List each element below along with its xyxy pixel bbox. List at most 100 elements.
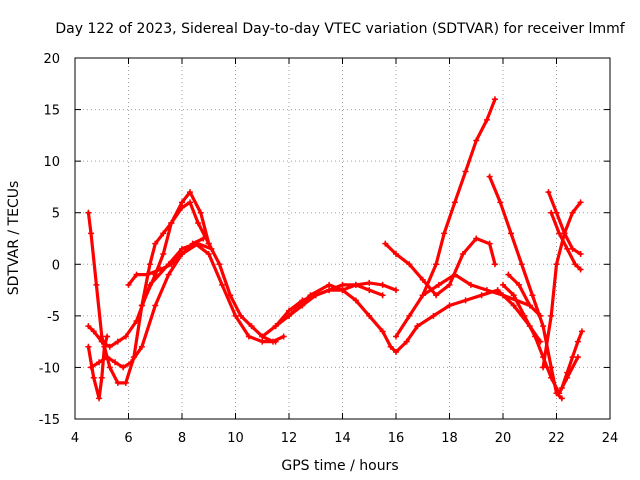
data-point: [435, 281, 442, 288]
series-track-4: [85, 333, 111, 402]
data-point: [104, 333, 111, 340]
data-point: [387, 343, 394, 350]
data-point: [414, 323, 421, 330]
y-tick-label: 5: [52, 207, 60, 222]
data-point: [272, 323, 279, 330]
data-point: [179, 199, 185, 206]
series-line: [541, 200, 583, 369]
data-point: [269, 338, 276, 345]
data-point: [532, 333, 539, 340]
data-point: [168, 220, 175, 227]
data-point: [451, 199, 458, 206]
data-point: [548, 364, 555, 371]
data-point: [548, 374, 555, 381]
data-point: [245, 333, 252, 340]
data-point: [574, 354, 581, 361]
data-point: [406, 261, 413, 268]
x-tick-label: 6: [124, 431, 132, 446]
data-point: [366, 312, 373, 319]
data-point: [441, 230, 448, 237]
data-point: [491, 261, 498, 268]
data-point: [144, 271, 151, 278]
data-point: [572, 261, 579, 268]
data-point: [219, 281, 226, 288]
data-point: [85, 209, 92, 216]
data-point: [510, 302, 517, 309]
data-point: [122, 333, 129, 340]
data-point: [379, 292, 386, 299]
data-point: [187, 189, 194, 196]
x-tick-label: 10: [227, 431, 244, 446]
data-point: [339, 287, 346, 294]
data-point: [467, 281, 474, 288]
data-point: [227, 292, 234, 299]
x-tick-label: 22: [548, 431, 565, 446]
series-track-9: [286, 281, 421, 355]
series-track-2: [85, 240, 279, 350]
data-point: [561, 230, 568, 237]
data-point: [446, 302, 453, 309]
data-point: [545, 189, 552, 196]
chart-title: Day 122 of 2023, Sidereal Day-to-day VTE…: [55, 21, 625, 37]
data-point: [133, 318, 140, 325]
data-point: [553, 209, 560, 216]
data-point: [106, 364, 113, 371]
data-point: [90, 374, 97, 381]
y-axis-ticks: -15 -10 -5 0 5 10 15 20: [39, 52, 610, 428]
data-point: [462, 168, 469, 175]
data-point: [491, 96, 498, 103]
data-point: [187, 199, 194, 206]
data-point: [352, 281, 359, 288]
data-point: [85, 323, 92, 330]
data-point: [85, 343, 92, 350]
data-point: [510, 292, 517, 299]
data-point: [393, 348, 399, 355]
data-point: [569, 245, 576, 252]
data-point: [286, 307, 292, 314]
data-point: [556, 390, 563, 397]
data-point: [98, 374, 105, 381]
data-point: [101, 343, 108, 350]
data-point: [556, 230, 563, 237]
data-point: [403, 338, 410, 345]
data-point: [352, 297, 359, 304]
data-point: [366, 287, 373, 294]
data-point: [569, 354, 576, 361]
data-point: [430, 312, 437, 319]
data-point: [114, 338, 121, 345]
series-track-11: [393, 96, 498, 340]
data-point: [96, 359, 103, 366]
series-line: [86, 242, 278, 349]
data-point: [451, 271, 458, 278]
data-point: [548, 209, 555, 216]
data-point: [537, 312, 544, 319]
data-point: [406, 312, 413, 319]
data-point: [508, 230, 515, 237]
series-track-6: [125, 235, 207, 288]
series-line: [506, 273, 542, 318]
data-point: [574, 338, 581, 345]
y-tick-label: -10: [39, 361, 60, 376]
data-point: [558, 395, 565, 402]
data-point: [326, 287, 333, 294]
data-point: [393, 287, 399, 294]
data-point: [205, 250, 212, 257]
series-track-14: [419, 271, 533, 309]
data-point: [486, 240, 493, 247]
y-tick-label: 20: [43, 52, 60, 67]
data-point: [462, 297, 469, 304]
data-point: [521, 312, 528, 319]
data-point: [157, 266, 164, 273]
data-point: [339, 281, 346, 288]
data-point: [366, 279, 373, 286]
data-point: [483, 287, 490, 294]
x-tick-label: 18: [441, 431, 458, 446]
data-traces: [85, 96, 585, 402]
y-tick-label: -5: [47, 310, 60, 325]
data-point: [382, 240, 389, 247]
data-point: [569, 209, 576, 216]
data-point: [540, 364, 547, 371]
data-point: [526, 302, 533, 309]
data-point: [232, 312, 239, 319]
data-point: [138, 343, 145, 350]
